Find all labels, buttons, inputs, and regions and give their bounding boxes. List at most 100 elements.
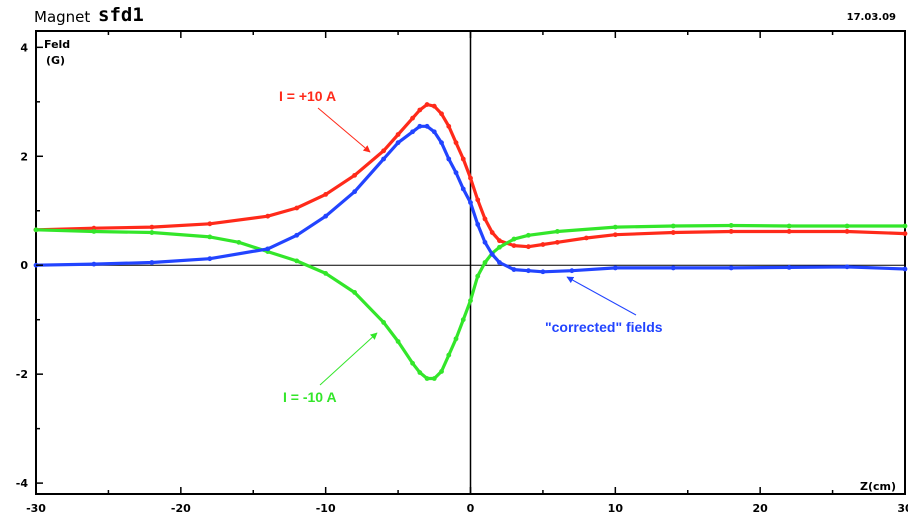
data-point bbox=[323, 192, 329, 197]
series-line-0 bbox=[35, 102, 906, 249]
data-point bbox=[424, 376, 430, 381]
data-point bbox=[417, 370, 423, 375]
data-point bbox=[460, 317, 466, 323]
data-point bbox=[417, 107, 423, 113]
annotation-label: I = +10 A bbox=[279, 88, 336, 104]
data-point bbox=[395, 339, 401, 344]
data-point bbox=[786, 229, 792, 234]
data-point bbox=[670, 223, 676, 229]
data-point bbox=[728, 265, 734, 271]
data-point bbox=[583, 235, 589, 241]
y-axis-label: Feld bbox=[44, 38, 70, 51]
data-point bbox=[526, 244, 531, 250]
data-point bbox=[540, 269, 546, 275]
data-point bbox=[612, 265, 618, 271]
data-point bbox=[294, 258, 300, 264]
data-point bbox=[902, 223, 908, 229]
data-point bbox=[555, 229, 560, 234]
data-point bbox=[526, 232, 531, 238]
data-point bbox=[431, 376, 437, 381]
data-point bbox=[511, 236, 517, 242]
data-point bbox=[381, 148, 386, 154]
data-point bbox=[460, 186, 466, 192]
x-tick-label: -20 bbox=[171, 502, 191, 515]
data-point bbox=[844, 264, 850, 270]
data-point bbox=[489, 230, 495, 235]
data-point bbox=[460, 156, 466, 162]
y-tick-label: -4 bbox=[16, 477, 29, 490]
data-point bbox=[468, 175, 473, 181]
data-point bbox=[497, 238, 502, 244]
x-tick-label: 10 bbox=[608, 502, 624, 515]
data-point bbox=[468, 298, 473, 304]
data-point bbox=[475, 197, 481, 203]
data-point bbox=[475, 221, 481, 227]
data-point bbox=[424, 123, 430, 129]
data-point bbox=[670, 265, 676, 271]
magnet-label: Magnet bbox=[34, 8, 91, 26]
data-point bbox=[431, 103, 437, 109]
y-tick-label: 4 bbox=[20, 41, 28, 54]
y-tick-label: 2 bbox=[20, 150, 28, 163]
data-point bbox=[526, 268, 531, 274]
data-point bbox=[149, 224, 155, 230]
measurement-date: 17.03.09 bbox=[846, 12, 896, 23]
data-point bbox=[540, 242, 546, 247]
data-point bbox=[410, 360, 415, 366]
y-axis-unit: (G) bbox=[46, 54, 65, 67]
data-point bbox=[439, 369, 444, 374]
x-tick-label: 0 bbox=[467, 502, 475, 515]
data-point bbox=[352, 172, 358, 178]
y-tick-label: 0 bbox=[20, 259, 28, 272]
data-point bbox=[453, 140, 459, 146]
data-point bbox=[323, 270, 329, 276]
y-tick-label: -2 bbox=[16, 368, 28, 381]
data-point bbox=[497, 260, 502, 265]
data-point bbox=[91, 229, 97, 234]
data-point bbox=[439, 111, 444, 117]
data-point bbox=[352, 290, 358, 295]
data-point bbox=[149, 260, 155, 265]
data-point bbox=[482, 260, 488, 265]
data-point bbox=[424, 102, 430, 107]
data-point bbox=[453, 336, 459, 342]
data-point bbox=[207, 234, 213, 240]
x-tick-label: -10 bbox=[316, 502, 336, 515]
data-point bbox=[612, 224, 618, 230]
data-point bbox=[381, 320, 386, 325]
data-point bbox=[323, 213, 329, 219]
annotation-arrow bbox=[319, 332, 378, 386]
data-point bbox=[511, 243, 517, 249]
data-point bbox=[265, 213, 271, 219]
data-point bbox=[786, 223, 792, 229]
data-point bbox=[728, 223, 734, 228]
data-point bbox=[294, 232, 300, 238]
data-point bbox=[728, 229, 734, 234]
data-point bbox=[489, 251, 495, 257]
data-point bbox=[446, 352, 452, 358]
data-point bbox=[569, 268, 575, 274]
data-point bbox=[417, 123, 423, 129]
annotation-label: I = -10 A bbox=[283, 389, 337, 405]
data-point bbox=[844, 223, 850, 229]
data-point bbox=[446, 156, 452, 162]
data-point bbox=[446, 123, 452, 129]
x-tick-label: 20 bbox=[753, 502, 769, 515]
data-point bbox=[381, 156, 386, 162]
data-point bbox=[207, 221, 213, 227]
data-point bbox=[352, 189, 358, 195]
data-point bbox=[482, 216, 488, 222]
annotation-arrow bbox=[566, 276, 637, 316]
x-axis-label: Z(cm) bbox=[860, 480, 896, 493]
chart-header: Magnet sfd1 17.03.09 bbox=[0, 0, 908, 30]
data-point bbox=[555, 239, 560, 245]
data-point bbox=[91, 261, 97, 267]
data-point bbox=[439, 140, 444, 146]
data-point bbox=[453, 170, 459, 176]
data-point bbox=[844, 229, 850, 234]
data-point bbox=[511, 267, 517, 272]
data-point bbox=[482, 239, 488, 245]
data-point bbox=[902, 231, 908, 237]
data-point bbox=[294, 205, 300, 211]
